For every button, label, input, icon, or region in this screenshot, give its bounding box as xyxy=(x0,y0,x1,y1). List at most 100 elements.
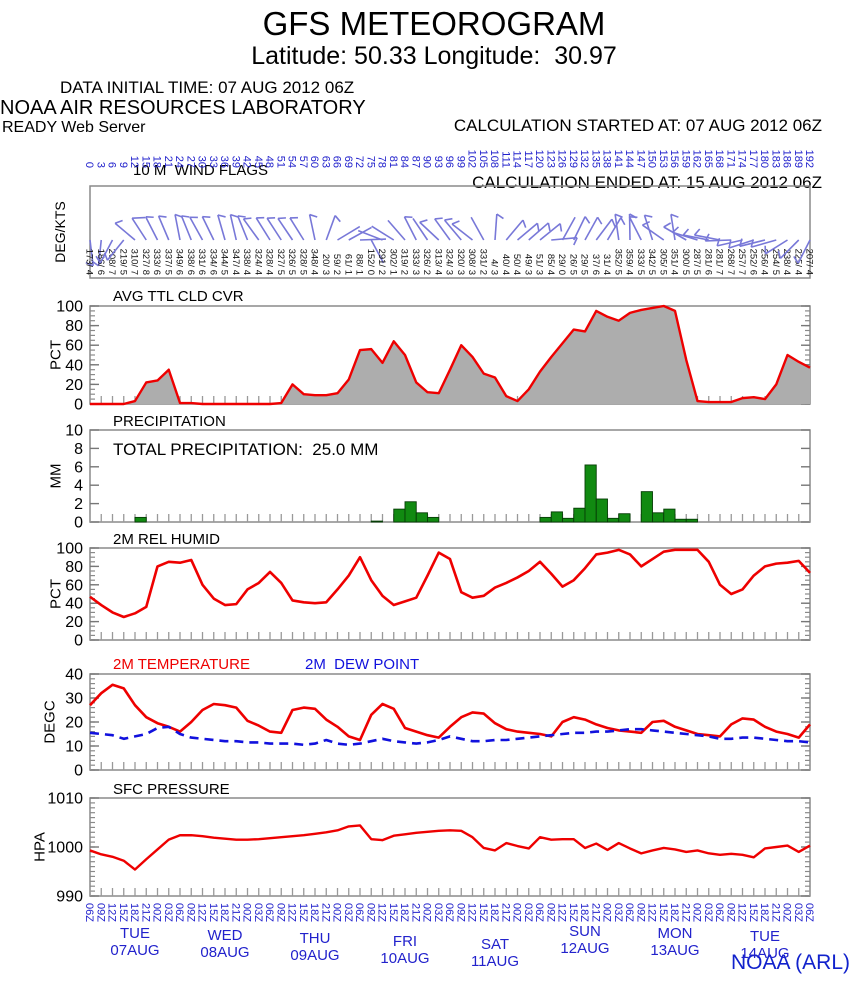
svg-text:141: 141 xyxy=(612,150,624,168)
wind-value-label: 281/ 6 xyxy=(702,249,713,275)
time-axis-labels: 06Z 09Z 12Z 15Z 18Z 21Z 00Z 03Z 06Z 09Z 12Z 15Z 18Z 2… xyxy=(83,903,815,922)
svg-text:12Z: 12Z xyxy=(736,903,748,922)
svg-text:09Z: 09Z xyxy=(634,903,646,922)
wind-barb xyxy=(516,222,538,241)
svg-text:00Z: 00Z xyxy=(601,903,613,922)
svg-text:18Z: 18Z xyxy=(308,903,320,922)
humidity-curve xyxy=(89,548,811,619)
wind-barb xyxy=(370,239,385,264)
day-date-label: 08AUG xyxy=(200,944,249,961)
svg-text:100: 100 xyxy=(56,299,83,316)
wind-barb xyxy=(403,216,417,241)
svg-text:03Z: 03Z xyxy=(162,903,174,922)
svg-text:138: 138 xyxy=(601,150,613,168)
svg-text:18Z: 18Z xyxy=(578,903,590,922)
wind-value-label: 61/ 1 xyxy=(342,254,353,275)
day-of-week-label: THU xyxy=(300,930,331,947)
svg-text:18Z: 18Z xyxy=(218,903,230,922)
svg-text:0: 0 xyxy=(74,515,83,532)
svg-text:24: 24 xyxy=(173,156,185,168)
svg-text:18Z: 18Z xyxy=(128,903,140,922)
svg-text:0: 0 xyxy=(74,633,83,650)
server-name: READY Web Server xyxy=(2,119,146,136)
svg-text:10: 10 xyxy=(65,739,83,756)
wind-value-label: 37/ 6 xyxy=(590,254,601,275)
wind-value-label: 268/ 7 xyxy=(725,249,736,275)
precip-bar xyxy=(550,511,563,523)
svg-text:06Z: 06Z xyxy=(263,903,275,922)
svg-text:40: 40 xyxy=(65,596,83,613)
svg-text:09Z: 09Z xyxy=(364,903,376,922)
wind-barb xyxy=(106,239,125,261)
svg-text:60: 60 xyxy=(65,577,83,594)
noaa-arl-credit: NOAA (ARL) xyxy=(730,951,850,974)
wind-barb xyxy=(325,215,336,241)
svg-text:03Z: 03Z xyxy=(252,903,264,922)
precip-bar xyxy=(685,518,698,523)
svg-text:63: 63 xyxy=(319,156,331,168)
wind-barb xyxy=(561,216,576,241)
wind-value-label: 352/ 5 xyxy=(612,249,623,275)
wind-barb xyxy=(229,214,238,241)
wind-value-label: 342/ 5 xyxy=(646,249,657,275)
day-date-label: 12AUG xyxy=(560,940,609,957)
svg-text:03Z: 03Z xyxy=(342,903,354,922)
page-subtitle: Latitude: 50.33 Longitude: 30.97 xyxy=(251,42,617,70)
svg-text:126: 126 xyxy=(556,150,568,168)
svg-text:21Z: 21Z xyxy=(499,903,511,922)
wind-barb xyxy=(451,223,473,241)
svg-text:4: 4 xyxy=(74,478,83,495)
svg-text:00Z: 00Z xyxy=(151,903,163,922)
cloud-area xyxy=(90,306,810,404)
svg-text:9: 9 xyxy=(117,162,129,168)
svg-text:171: 171 xyxy=(724,150,736,168)
svg-text:8: 8 xyxy=(74,441,83,458)
svg-text:06Z: 06Z xyxy=(803,903,815,922)
wind-value-label: 254/ 5 xyxy=(770,249,781,275)
svg-text:18: 18 xyxy=(151,156,163,168)
page-title: GFS METEOROGRAM xyxy=(262,5,606,42)
svg-text:10: 10 xyxy=(65,423,83,440)
wind-value-label: 349/ 6 xyxy=(174,249,185,275)
svg-text:00Z: 00Z xyxy=(331,903,343,922)
svg-text:93: 93 xyxy=(432,156,444,168)
wind-barb xyxy=(412,217,429,241)
svg-text:1010: 1010 xyxy=(47,791,83,808)
calculation-started: CALCULATION STARTED AT: 07 AUG 2012 06Z xyxy=(453,116,822,135)
svg-text:0: 0 xyxy=(83,162,95,168)
svg-text:15: 15 xyxy=(139,156,151,168)
svg-text:12: 12 xyxy=(128,156,140,168)
wind-barb xyxy=(255,217,271,241)
svg-text:00Z: 00Z xyxy=(781,903,793,922)
wind-barb xyxy=(387,219,406,241)
wind-value-label: 49/ 3 xyxy=(522,254,533,275)
wind-value-label: 347/ 4 xyxy=(230,249,241,275)
wind-barb xyxy=(595,218,613,241)
svg-text:21Z: 21Z xyxy=(679,903,691,922)
svg-text:27: 27 xyxy=(184,156,196,168)
calculation-ended: CALCULATION ENDED AT: 15 AUG 2012 06Z xyxy=(472,173,822,192)
wind-value-label: 320/ 3 xyxy=(455,249,466,275)
temperature-legend-label: 2M TEMPERATURE xyxy=(113,656,250,673)
wind-barb xyxy=(357,229,383,241)
day-date-label: 13AUG xyxy=(650,942,699,959)
precip-bar xyxy=(415,512,428,523)
day-of-week-label: SUN xyxy=(569,923,601,940)
wind-barb xyxy=(157,215,170,241)
svg-text:48: 48 xyxy=(263,156,275,168)
wind-barb xyxy=(670,214,676,241)
svg-text:21Z: 21Z xyxy=(409,903,421,922)
svg-text:03Z: 03Z xyxy=(432,903,444,922)
wind-value-label: 50/ 4 xyxy=(511,254,522,275)
svg-text:09Z: 09Z xyxy=(274,903,286,922)
dew-point-legend-label: 2M DEW POINT xyxy=(305,656,420,673)
precip-bar xyxy=(652,512,665,523)
precip-bar xyxy=(562,517,575,523)
svg-text:3: 3 xyxy=(94,162,106,168)
svg-text:03Z: 03Z xyxy=(792,903,804,922)
wind-barb xyxy=(419,221,440,241)
wind-barb xyxy=(573,216,586,241)
svg-text:60: 60 xyxy=(65,338,83,355)
wind-value-label: 291/ 2 xyxy=(376,249,387,275)
